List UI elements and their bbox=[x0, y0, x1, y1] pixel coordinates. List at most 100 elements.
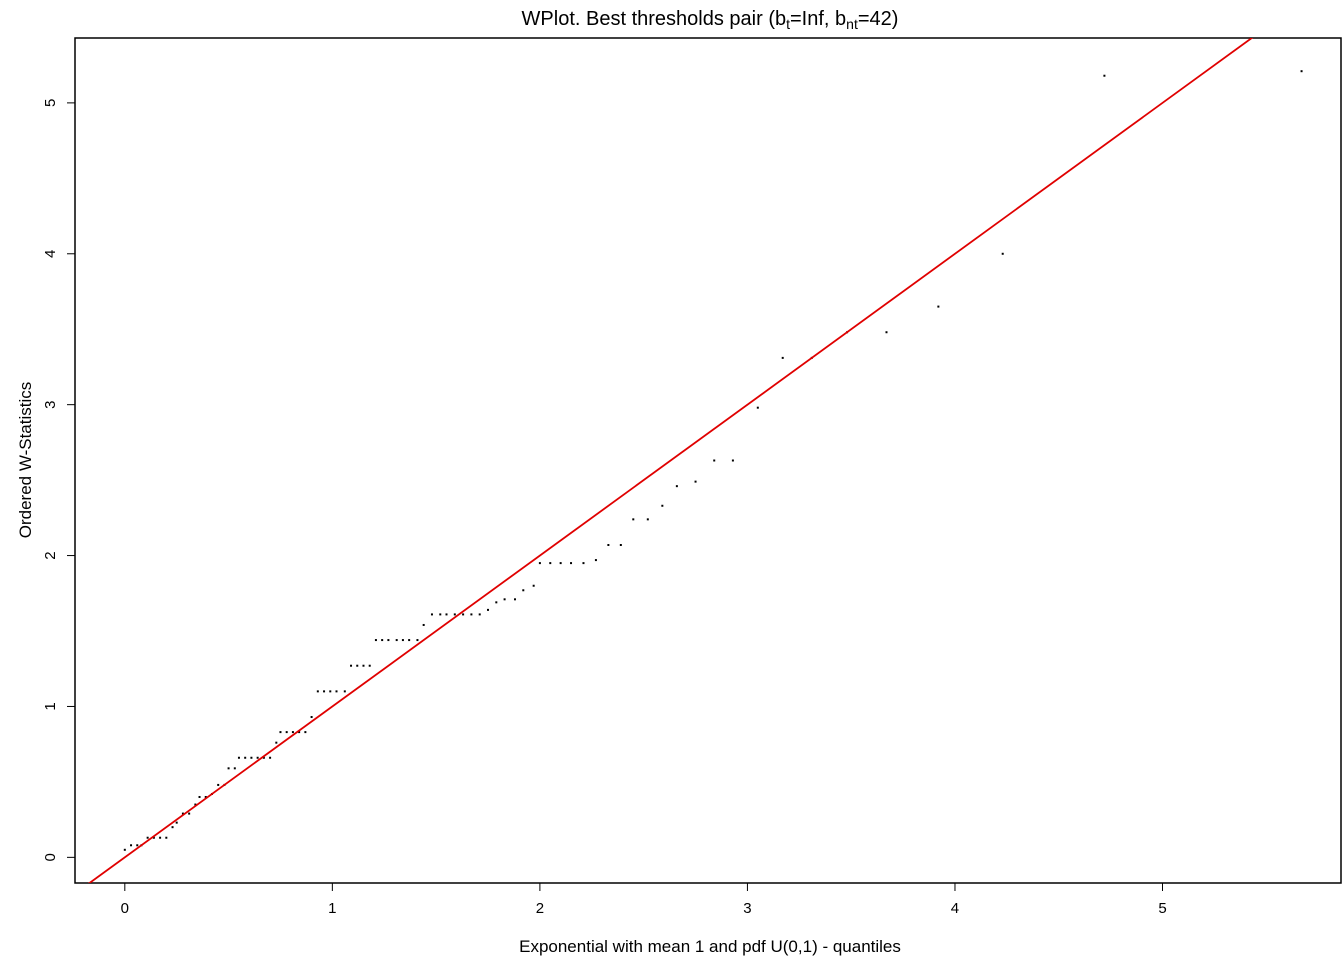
data-point bbox=[387, 639, 390, 642]
data-point bbox=[395, 639, 398, 642]
x-tick-label: 3 bbox=[743, 900, 751, 917]
data-point bbox=[204, 795, 207, 798]
plot-frame bbox=[74, 37, 1342, 884]
data-point bbox=[237, 756, 240, 759]
reference-line-group bbox=[87, 38, 1254, 883]
x-axis: 0 1 2 3 4 5 bbox=[121, 883, 1167, 917]
data-point bbox=[123, 848, 126, 851]
data-point bbox=[937, 305, 940, 308]
data-point bbox=[165, 836, 168, 839]
data-point bbox=[495, 601, 498, 604]
data-point bbox=[368, 664, 371, 667]
data-point bbox=[513, 598, 516, 601]
data-point bbox=[445, 613, 448, 616]
data-point bbox=[416, 639, 419, 642]
data-point bbox=[646, 518, 649, 521]
data-point bbox=[422, 623, 425, 626]
x-tick-label: 4 bbox=[951, 900, 959, 917]
y-tick-label: 1 bbox=[42, 702, 59, 710]
data-point bbox=[316, 690, 319, 693]
data-point bbox=[756, 406, 759, 409]
x-tick-label: 0 bbox=[121, 900, 129, 917]
data-point bbox=[1103, 74, 1106, 77]
data-point bbox=[470, 613, 473, 616]
data-point bbox=[343, 690, 346, 693]
data-point bbox=[439, 613, 442, 616]
data-point bbox=[713, 459, 716, 462]
data-point bbox=[152, 836, 155, 839]
y-tick-label: 3 bbox=[42, 400, 59, 408]
title-prefix: WPlot. Best thresholds pair (b bbox=[522, 8, 787, 30]
data-point bbox=[130, 844, 133, 847]
data-point bbox=[594, 559, 597, 562]
x-tick-label: 5 bbox=[1158, 900, 1166, 917]
data-point bbox=[522, 589, 525, 592]
data-point bbox=[198, 795, 201, 798]
data-point bbox=[335, 690, 338, 693]
data-point bbox=[661, 504, 664, 507]
data-point bbox=[356, 664, 359, 667]
data-point bbox=[250, 756, 253, 759]
y-tick-label: 2 bbox=[42, 551, 59, 559]
title-suffix: =42) bbox=[858, 8, 899, 30]
data-point bbox=[175, 821, 178, 824]
data-point bbox=[362, 664, 365, 667]
data-point bbox=[401, 639, 404, 642]
data-point bbox=[478, 613, 481, 616]
data-point bbox=[487, 608, 490, 611]
data-point bbox=[1300, 70, 1303, 73]
title-sub-nt: nt bbox=[846, 16, 858, 32]
data-point bbox=[462, 613, 465, 616]
data-point bbox=[269, 756, 272, 759]
data-point bbox=[619, 544, 622, 546]
data-point bbox=[694, 480, 697, 483]
data-point bbox=[275, 741, 278, 744]
x-tick-label: 2 bbox=[536, 900, 544, 917]
data-point bbox=[285, 731, 288, 734]
data-point bbox=[632, 518, 635, 521]
data-point bbox=[430, 613, 433, 616]
data-point bbox=[582, 562, 585, 565]
data-point bbox=[374, 639, 377, 642]
data-point bbox=[291, 731, 294, 734]
y-axis-label: Ordered W-Statistics bbox=[16, 382, 35, 539]
data-point bbox=[233, 767, 236, 770]
title-mid: =Inf, b bbox=[790, 8, 846, 30]
chart-title: WPlot. Best thresholds pair (bt=Inf, bnt… bbox=[522, 8, 899, 32]
data-point bbox=[298, 731, 301, 734]
data-point bbox=[136, 844, 139, 847]
x-tick-label: 1 bbox=[328, 900, 336, 917]
data-point bbox=[227, 767, 230, 770]
y-tick-label: 4 bbox=[42, 250, 59, 258]
data-point bbox=[381, 639, 384, 642]
data-point bbox=[304, 731, 307, 734]
data-point bbox=[279, 731, 282, 734]
data-point bbox=[262, 756, 265, 759]
data-point bbox=[885, 331, 888, 334]
data-point bbox=[146, 836, 149, 839]
data-point bbox=[408, 639, 411, 642]
data-point bbox=[188, 812, 191, 815]
data-point bbox=[329, 690, 332, 693]
data-point bbox=[781, 356, 784, 359]
y-tick-label: 0 bbox=[42, 853, 59, 861]
data-point bbox=[194, 803, 197, 806]
data-point bbox=[350, 664, 353, 667]
data-point bbox=[549, 562, 552, 565]
data-point bbox=[731, 459, 734, 462]
data-point bbox=[310, 716, 313, 719]
data-point bbox=[323, 690, 326, 693]
data-point bbox=[171, 826, 174, 829]
data-points bbox=[123, 70, 1303, 851]
data-point bbox=[570, 562, 573, 565]
data-point bbox=[559, 562, 562, 565]
data-point bbox=[217, 783, 220, 786]
y-axis: 0 1 2 3 4 5 bbox=[42, 99, 75, 862]
data-point bbox=[503, 598, 506, 601]
data-point bbox=[1001, 252, 1004, 255]
data-point bbox=[538, 562, 541, 565]
plot-area: 0 1 2 3 4 5 0 1 2 3 4 5 bbox=[42, 37, 1342, 917]
data-point bbox=[532, 584, 535, 587]
data-point bbox=[244, 756, 247, 759]
